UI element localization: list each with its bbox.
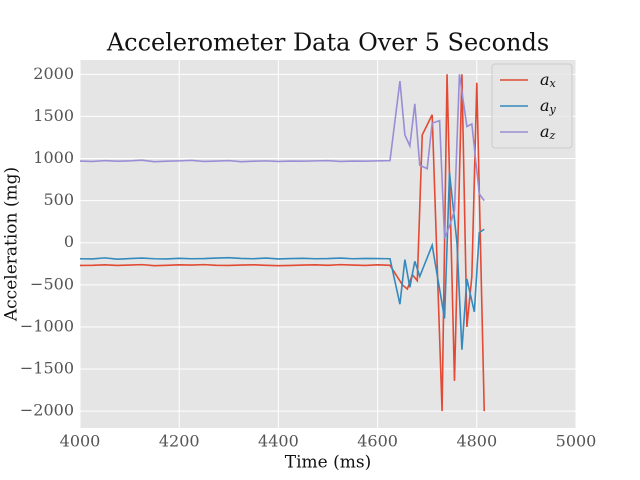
x-tick-label: 4000 — [60, 432, 101, 451]
legend-label: ax — [540, 70, 557, 91]
x-tick-label: 4400 — [258, 432, 299, 451]
y-tick-label: 0 — [64, 232, 74, 251]
y-tick-label: −1000 — [20, 316, 74, 335]
x-axis-label: Time (ms) — [285, 453, 371, 473]
lines — [79, 74, 486, 412]
y-tick-label: −2000 — [20, 401, 74, 420]
x-tick-label: 4600 — [357, 432, 398, 451]
grid — [79, 60, 577, 428]
x-tick-label: 4200 — [159, 432, 200, 451]
y-tick-label: 1000 — [33, 148, 74, 167]
x-tick-label: 5000 — [556, 432, 597, 451]
data-line — [79, 172, 485, 350]
y-tick-label: 500 — [43, 190, 74, 209]
legend-label: az — [540, 122, 556, 143]
y-tick-label: −500 — [30, 274, 74, 293]
data-line — [79, 74, 486, 412]
data-line — [79, 74, 485, 239]
legend: ax ay az — [491, 63, 573, 149]
chart-title: Accelerometer Data Over 5 Seconds — [106, 29, 549, 57]
y-tick-label: 2000 — [33, 64, 74, 83]
y-tick-label: −1500 — [20, 359, 74, 378]
y-axis-label: Acceleration (mg) — [2, 167, 22, 322]
legend-label: ay — [540, 96, 557, 117]
x-tick-label: 4800 — [456, 432, 497, 451]
y-tick-label: 1500 — [33, 106, 74, 125]
legend-box — [491, 63, 573, 149]
